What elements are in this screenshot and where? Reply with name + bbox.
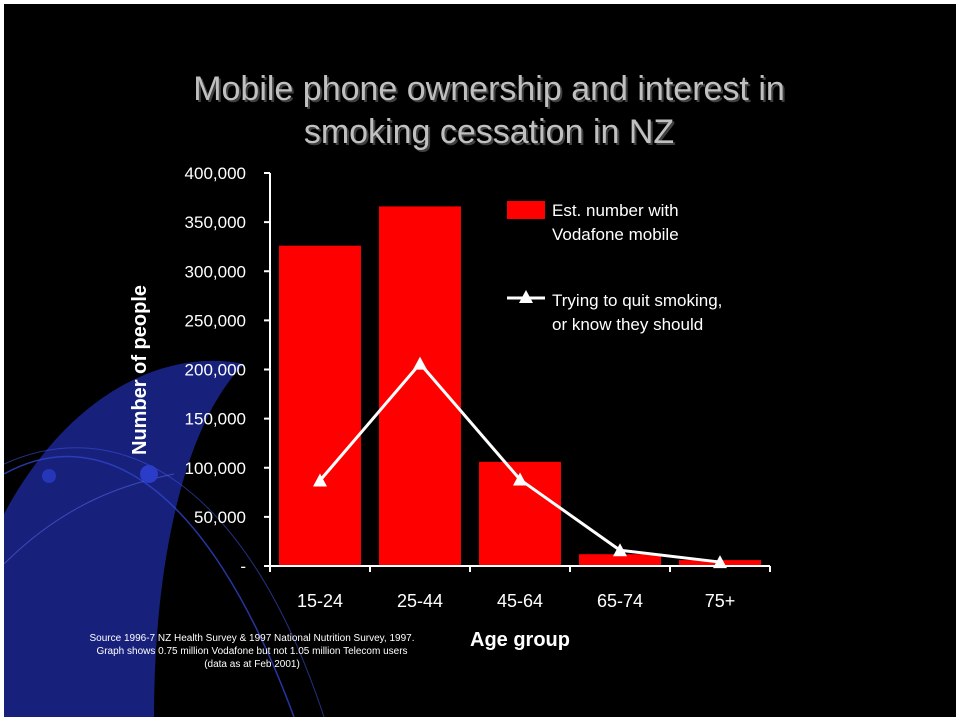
slide: Mobile phone ownership and interest in s… [4, 4, 956, 717]
x-tick-label: 45-64 [497, 591, 543, 611]
y-axis-title: Number of people [129, 285, 151, 455]
x-tick-label: 25-44 [397, 591, 443, 611]
line-point [313, 473, 327, 487]
y-tick-label: - [240, 557, 246, 576]
y-tick-label: 350,000 [185, 213, 246, 232]
source-line: Graph shows 0.75 million Vodafone but no… [96, 646, 408, 657]
title-line: smoking cessation in NZ [303, 113, 675, 151]
source-line: (data as at Feb 2001) [204, 659, 300, 670]
legend-label: or know they should [552, 315, 703, 334]
line-layer [313, 356, 727, 569]
bar [279, 245, 361, 566]
legend-swatch-bar [507, 201, 545, 219]
y-tick-label: 200,000 [185, 361, 246, 380]
bars-layer [279, 206, 761, 566]
chart: - 50,000 100,000 150,000 200,000 250,000 300,0… [129, 164, 771, 651]
y-tick-label: 100,000 [185, 459, 246, 478]
y-tick-label: 300,000 [185, 262, 246, 281]
bar [579, 554, 661, 566]
source-note: Source 1996-7 NZ Health Survey & 1997 Na… [32, 632, 472, 671]
title-line: Mobile phone ownership and interest in [193, 70, 785, 108]
line-point [713, 555, 727, 569]
legend: Est. number with Vodafone mobile Trying to… [507, 201, 722, 334]
x-tick-label: 75+ [705, 591, 736, 611]
legend-label: Vodafone mobile [552, 225, 679, 244]
line-point [513, 472, 527, 486]
y-tick-label: 250,000 [185, 311, 246, 330]
x-axis-title: Age group [470, 629, 570, 651]
legend-label: Est. number with [552, 201, 679, 220]
axes-layer [264, 172, 771, 572]
legend-swatch-marker [519, 290, 533, 303]
slide-title: Mobile phone ownership and interest in s… [114, 68, 864, 154]
background-swoosh-decoration [4, 360, 325, 717]
x-tick-label: 65-74 [597, 591, 643, 611]
line-point [613, 543, 627, 557]
y-tick-label: 400,000 [185, 164, 246, 183]
line-point [413, 356, 427, 370]
y-tick-label: 50,000 [194, 508, 246, 527]
x-tick-label: 15-24 [297, 591, 343, 611]
labels-layer: - 50,000 100,000 150,000 200,000 250,000 300,0… [129, 164, 735, 651]
y-tick-label: 150,000 [185, 410, 246, 429]
bar [379, 206, 461, 566]
source-line: Source 1996-7 NZ Health Survey & 1997 Na… [89, 633, 415, 644]
legend-label: Trying to quit smoking, [552, 291, 722, 310]
